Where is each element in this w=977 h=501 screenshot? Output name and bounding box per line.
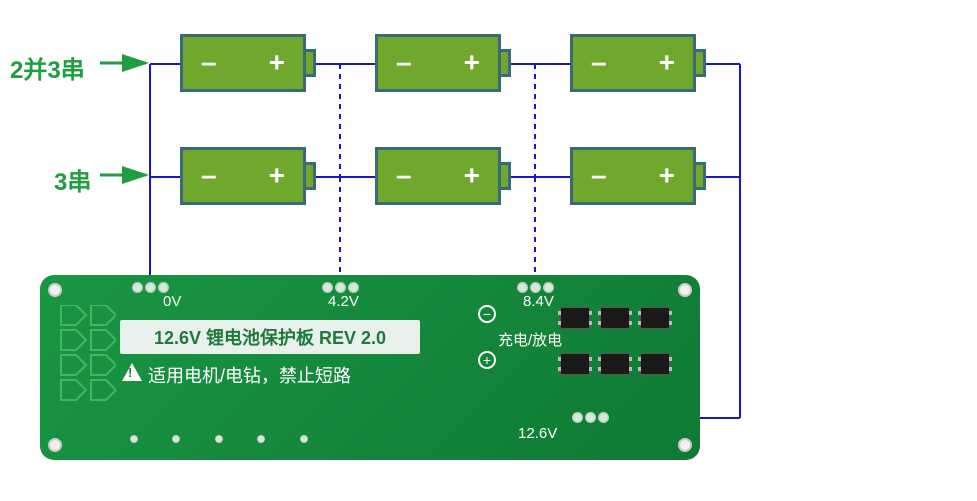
pcb-board: 12.6V 锂电池保护板 REV 2.0 ! 适用电机/电钻，禁止短路 0V 4… <box>40 275 700 460</box>
battery-cell: – + <box>375 147 501 205</box>
battery-cell: – + <box>570 34 696 92</box>
label-2p3s: 2并3串 <box>10 50 85 85</box>
bottom-pads <box>130 430 308 448</box>
smd-component <box>560 353 590 375</box>
pcb-label-text: 12.6V 锂电池保护板 REV 2.0 <box>154 324 386 350</box>
minus-terminal-icon: − <box>478 305 496 323</box>
battery-cell: – + <box>375 34 501 92</box>
voltage-0v: 0V <box>163 293 181 310</box>
label-3s: 3串 <box>54 162 91 197</box>
smd-component <box>600 353 630 375</box>
battery-cell: – + <box>180 34 306 92</box>
smd-component <box>560 307 590 329</box>
warning-icon: ! <box>122 363 142 381</box>
smd-component <box>640 307 670 329</box>
pcb-label-box: 12.6V 锂电池保护板 REV 2.0 <box>120 320 420 354</box>
smd-component <box>640 353 670 375</box>
voltage-12v6: 12.6V <box>518 425 557 442</box>
battery-cell: – + <box>570 147 696 205</box>
voltage-4v2: 4.2V <box>328 293 359 310</box>
battery-cell: – + <box>180 147 306 205</box>
pcb-traces <box>56 305 116 425</box>
smd-component <box>600 307 630 329</box>
plus-terminal-icon: + <box>478 351 496 369</box>
voltage-8v4: 8.4V <box>523 293 554 310</box>
charge-discharge-label: 充电/放电 <box>498 329 562 350</box>
pcb-warning-text: 适用电机/电钻，禁止短路 <box>148 362 351 388</box>
